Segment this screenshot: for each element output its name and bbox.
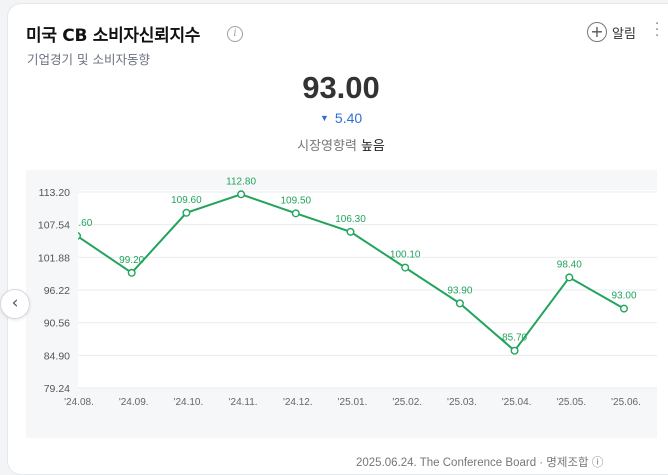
- data-label: 100.10: [390, 250, 421, 261]
- x-tick-label: '24.09.: [119, 397, 149, 408]
- data-point: [237, 190, 246, 199]
- change-indicator: ▼ 5.40: [320, 110, 362, 126]
- y-tick-label: 113.20: [39, 187, 70, 199]
- plot-background: [78, 190, 657, 388]
- x-tick-label: '25.03.: [447, 397, 477, 408]
- data-label: 98.40: [557, 259, 582, 270]
- x-tick-label: '25.02.: [392, 397, 422, 408]
- y-tick-label: 79.24: [44, 383, 70, 395]
- data-label: 105.60: [62, 218, 93, 229]
- indicator-title: 미국 CB 소비자신뢰지수: [26, 26, 201, 46]
- market-influence: 시장영향력 높음: [0, 135, 668, 154]
- change-value: 5.40: [334, 110, 363, 126]
- data-point: [291, 209, 300, 218]
- data-point: [510, 346, 519, 355]
- data-point: [455, 299, 464, 308]
- data-label: 106.30: [335, 214, 366, 225]
- data-point: [182, 208, 191, 217]
- x-tick-label: '24.10.: [174, 397, 204, 408]
- data-point: [620, 304, 629, 313]
- info-icon[interactable]: i: [227, 26, 243, 42]
- more-options-icon[interactable]: · · ·: [655, 17, 660, 44]
- x-tick-label: '24.12.: [283, 397, 313, 408]
- data-label: 99.20: [119, 255, 144, 266]
- alarm-button[interactable]: + 알림: [587, 21, 636, 43]
- x-tick-label: '25.04.: [502, 397, 532, 408]
- influence-value: 높음: [360, 139, 385, 154]
- previous-button[interactable]: ‹: [0, 289, 30, 319]
- y-tick-label: 96.22: [44, 285, 70, 297]
- y-tick-label: 90.56: [44, 318, 70, 330]
- line-chart: 79.24 84.90 90.56 96.22 101.88 107.54 113.20 '2…: [38, 167, 657, 408]
- data-label: 85.70: [502, 333, 527, 344]
- data-point: [565, 273, 574, 282]
- x-tick-label: '25.01.: [338, 397, 368, 408]
- chart-area: 79.24 84.90 90.56 96.22 101.88 107.54 113.20 '2…: [26, 167, 657, 438]
- x-tick-label: '25.05.: [556, 397, 586, 408]
- data-label: 93.90: [447, 285, 472, 296]
- y-tick-label: 107.54: [38, 220, 70, 232]
- source-footer: 2025.06.24. The Conference Board · 명제조합 …: [356, 457, 604, 469]
- x-tick-label: '24.08.: [64, 397, 94, 408]
- y-tick-label: 101.88: [38, 252, 70, 264]
- y-tick-label: 84.90: [44, 350, 70, 362]
- alarm-label: 알림: [612, 26, 636, 42]
- data-label: 112.80: [226, 176, 256, 187]
- current-value: 93.00: [302, 70, 380, 105]
- down-arrow-icon: ▼: [320, 113, 329, 123]
- data-point: [401, 263, 410, 272]
- x-tick-label: '24.11.: [229, 397, 258, 408]
- x-tick-label: '25.06.: [611, 397, 641, 408]
- plus-icon: +: [587, 22, 607, 42]
- data-point: [78, 231, 81, 240]
- indicator-category: 기업경기 및 소비자동향: [27, 52, 150, 67]
- data-point: [127, 268, 136, 277]
- data-label: 109.60: [171, 195, 202, 206]
- data-point: [346, 227, 355, 236]
- data-label: 109.50: [281, 195, 312, 206]
- data-label: 93.00: [611, 291, 636, 302]
- influence-label: 시장영향력: [297, 139, 357, 154]
